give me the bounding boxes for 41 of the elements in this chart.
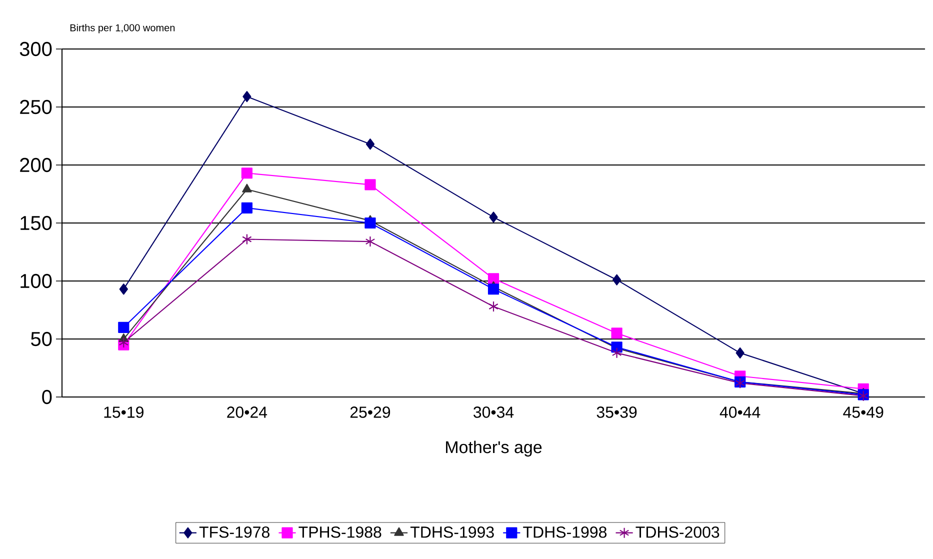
legend-label: TDHS-2003 xyxy=(636,526,720,538)
point xyxy=(242,234,252,245)
point xyxy=(488,284,500,295)
x-tick-label: 25•29 xyxy=(350,406,390,418)
y-axis-title: Births per 1,000 women xyxy=(70,24,175,34)
x-axis-title: Mother's age xyxy=(446,440,542,457)
point xyxy=(118,322,130,333)
point xyxy=(364,179,376,190)
point xyxy=(736,347,744,358)
y-tick-label: 50 xyxy=(31,332,52,346)
x-tick-label: 20•24 xyxy=(227,406,268,418)
y-tick-label: 100 xyxy=(20,274,52,288)
y-tick-label: 300 xyxy=(20,42,52,56)
y-tick-label: 0 xyxy=(42,390,52,404)
x-tick-label: 40•44 xyxy=(720,406,760,418)
point xyxy=(365,236,376,248)
point xyxy=(612,274,622,286)
point xyxy=(611,328,622,339)
point xyxy=(364,217,376,229)
x-tick-label: 45•49 xyxy=(843,406,884,418)
point xyxy=(118,336,129,348)
legend-label: TDHS-1998 xyxy=(523,526,607,538)
point xyxy=(242,91,252,102)
point xyxy=(242,184,252,192)
legend-label: TFS-1978 xyxy=(199,526,270,538)
y-tick-label: 150 xyxy=(20,216,52,230)
point xyxy=(366,138,375,150)
y-tick-label: 250 xyxy=(20,100,52,114)
x-tick-label: 35•39 xyxy=(596,406,637,418)
y-tick-label: 200 xyxy=(20,158,52,172)
point xyxy=(241,202,252,214)
point xyxy=(488,300,498,312)
legend-label: TDHS-1993 xyxy=(410,526,494,538)
legend-label: TPHS-1988 xyxy=(298,526,382,538)
x-tick-label: 30•34 xyxy=(474,406,514,418)
x-tick-label: 15•19 xyxy=(104,406,144,418)
point xyxy=(119,284,128,295)
point xyxy=(612,347,622,358)
point xyxy=(488,273,500,284)
point xyxy=(489,212,498,223)
point xyxy=(241,168,252,179)
